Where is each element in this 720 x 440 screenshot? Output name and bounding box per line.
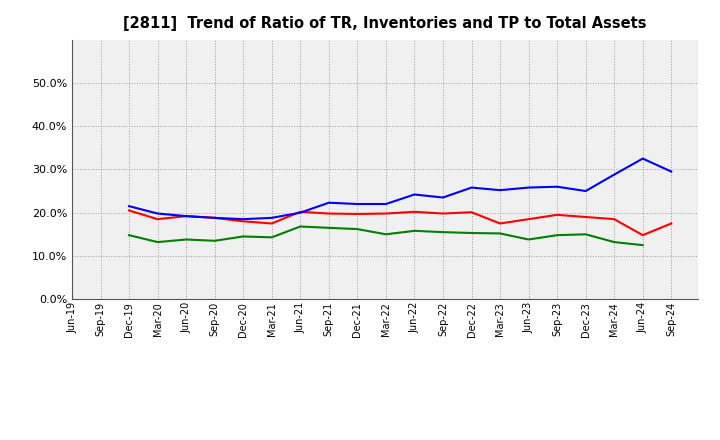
Trade Receivables	[125, 208, 133, 213]
Inventories	[353, 202, 361, 207]
Inventories	[639, 156, 647, 161]
Trade Payables	[325, 225, 333, 231]
Trade Receivables	[325, 211, 333, 216]
Inventories	[210, 215, 219, 220]
Trade Payables	[581, 231, 590, 237]
Trade Receivables	[239, 219, 248, 224]
Inventories	[610, 172, 618, 177]
Trade Receivables	[467, 209, 476, 215]
Inventories	[153, 211, 162, 216]
Trade Payables	[639, 242, 647, 248]
Trade Receivables	[182, 213, 191, 219]
Trade Payables	[496, 231, 505, 236]
Inventories	[410, 192, 419, 197]
Trade Receivables	[296, 209, 305, 214]
Inventories	[325, 200, 333, 205]
Inventories	[182, 213, 191, 219]
Trade Payables	[553, 232, 562, 238]
Trade Payables	[296, 224, 305, 229]
Inventories	[296, 210, 305, 215]
Inventories	[382, 202, 390, 207]
Inventories	[125, 204, 133, 209]
Trade Payables	[153, 239, 162, 245]
Inventories	[438, 195, 447, 200]
Trade Payables	[210, 238, 219, 243]
Inventories	[267, 215, 276, 220]
Line: Trade Receivables: Trade Receivables	[129, 210, 671, 235]
Trade Receivables	[267, 221, 276, 226]
Trade Payables	[467, 231, 476, 236]
Trade Payables	[438, 230, 447, 235]
Inventories	[467, 185, 476, 190]
Trade Payables	[353, 227, 361, 232]
Trade Payables	[524, 237, 533, 242]
Trade Payables	[125, 232, 133, 238]
Title: [2811]  Trend of Ratio of TR, Inventories and TP to Total Assets: [2811] Trend of Ratio of TR, Inventories…	[123, 16, 647, 32]
Trade Receivables	[210, 215, 219, 220]
Trade Receivables	[553, 212, 562, 217]
Line: Inventories: Inventories	[129, 158, 671, 219]
Trade Payables	[267, 235, 276, 240]
Trade Receivables	[410, 209, 419, 214]
Trade Receivables	[610, 216, 618, 222]
Trade Receivables	[667, 221, 675, 226]
Inventories	[553, 184, 562, 189]
Trade Payables	[610, 239, 618, 245]
Trade Receivables	[581, 214, 590, 220]
Trade Payables	[239, 234, 248, 239]
Inventories	[581, 188, 590, 194]
Inventories	[524, 185, 533, 190]
Trade Receivables	[153, 216, 162, 222]
Inventories	[496, 187, 505, 193]
Trade Receivables	[353, 211, 361, 216]
Trade Receivables	[496, 221, 505, 226]
Trade Receivables	[438, 211, 447, 216]
Trade Payables	[410, 228, 419, 234]
Trade Receivables	[639, 232, 647, 238]
Inventories	[239, 216, 248, 222]
Trade Receivables	[382, 211, 390, 216]
Inventories	[667, 169, 675, 174]
Line: Trade Payables: Trade Payables	[129, 227, 643, 245]
Trade Payables	[182, 237, 191, 242]
Trade Receivables	[524, 216, 533, 222]
Trade Payables	[382, 231, 390, 237]
